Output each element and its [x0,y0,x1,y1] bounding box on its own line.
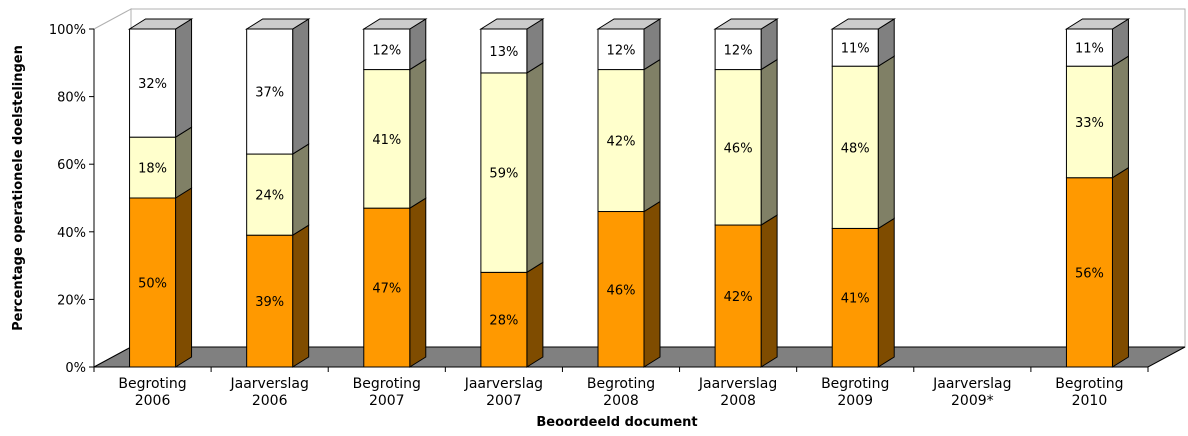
bar-top [830,18,896,30]
bar-side [409,58,427,210]
bar-side [175,187,193,368]
bar-top [479,18,545,30]
bar-side [877,55,895,230]
data-label: 12% [724,43,753,58]
bar-top [596,18,662,30]
bar-side [526,261,544,368]
bar-segment [480,72,528,273]
bar-side [760,58,778,226]
bar-side [292,18,310,155]
x-axis: Begroting 2006 Jaarverslag 2006 Begroting 200… [93,366,1149,409]
bar-segment [1065,28,1113,67]
data-label: 11% [1075,42,1104,57]
bar-top [713,18,779,30]
data-label: 42% [724,290,753,305]
bar-segment [363,28,411,71]
bar-side [643,200,661,368]
bar-segment [363,69,411,209]
data-label: 32% [138,77,167,92]
data-label: 48% [841,141,870,156]
y-tick-label: 100% [49,23,86,38]
bar-segment [831,65,879,229]
bar-segment [480,28,528,74]
y-tick-label: 40% [57,226,86,241]
category-label: Jaarverslag 2006 [229,376,308,409]
bar-side [175,126,193,199]
bar-top [1064,18,1131,30]
data-label: 46% [607,283,636,298]
bar-segment [246,28,294,155]
bar-side [292,143,310,237]
y-tick-label: 80% [57,91,86,106]
bar-top [362,18,428,30]
bar-segment [363,207,411,368]
bar-side [526,62,544,274]
data-labels: 50% 18% 32% 39% 24% 37% 47% 41% 12% 28% 59% 13% 46% 4… [138,42,1104,329]
data-label: 11% [841,42,870,57]
data-label: 41% [372,133,401,148]
data-label: 46% [724,141,753,156]
bar-segment [714,224,762,368]
data-label: 41% [841,292,870,307]
data-label: 33% [1075,116,1104,131]
bar-segment [129,28,177,138]
left-wall [93,8,132,368]
data-label: 12% [372,43,401,58]
bar-top [127,18,194,30]
data-label: 42% [607,135,636,150]
bar-segment [597,211,645,368]
bar-segment [246,153,294,236]
bar-segment [714,69,762,226]
bar-side [292,224,310,368]
y-tick-label: 0% [65,361,86,376]
category-label: Jaarverslag 2008 [698,376,777,409]
data-label: 18% [138,162,167,177]
data-label: 28% [489,314,518,329]
x-axis-title: Beoordeeld document [536,415,697,430]
bar-top [244,18,311,30]
bar-segment [246,234,294,368]
bar-side [877,217,895,368]
category-label: Jaarverslag 2007 [464,376,543,409]
category-label: Begroting 2010 [1055,376,1123,409]
y-axis-title: Percentage operationele doelstelingen [11,45,26,331]
bar-segment [480,271,528,368]
category-label: Begroting 2007 [353,376,421,409]
bar-segment [1065,65,1113,179]
bar-segment [597,28,645,71]
data-label: 47% [372,282,401,297]
data-label: 39% [255,295,284,310]
bar-side [1111,166,1129,368]
data-label: 37% [255,86,284,101]
bar-side [409,197,427,368]
data-label: 50% [138,277,167,292]
bar-side [175,18,193,139]
category-label: Begroting 2008 [587,376,655,409]
bars [127,18,1131,368]
data-label: 59% [489,167,518,182]
data-label: 12% [607,43,636,58]
bar-segment [129,136,177,199]
y-axis: 0% 20% 40% 60% 80% 100% [49,23,95,376]
category-label: Jaarverslag 2009* [932,376,1011,409]
y-tick-label: 60% [57,158,86,173]
bar-segment [831,227,879,368]
category-label: Begroting 2009 [821,376,889,409]
bar-segment [714,28,762,71]
bar-side [643,58,661,213]
bar-side [760,214,778,368]
data-label: 24% [255,189,284,204]
category-label: Begroting 2006 [118,376,186,409]
data-label: 56% [1075,266,1104,281]
y-tick-label: 20% [57,293,86,308]
data-label: 13% [489,45,518,60]
bar-side [1111,55,1129,179]
